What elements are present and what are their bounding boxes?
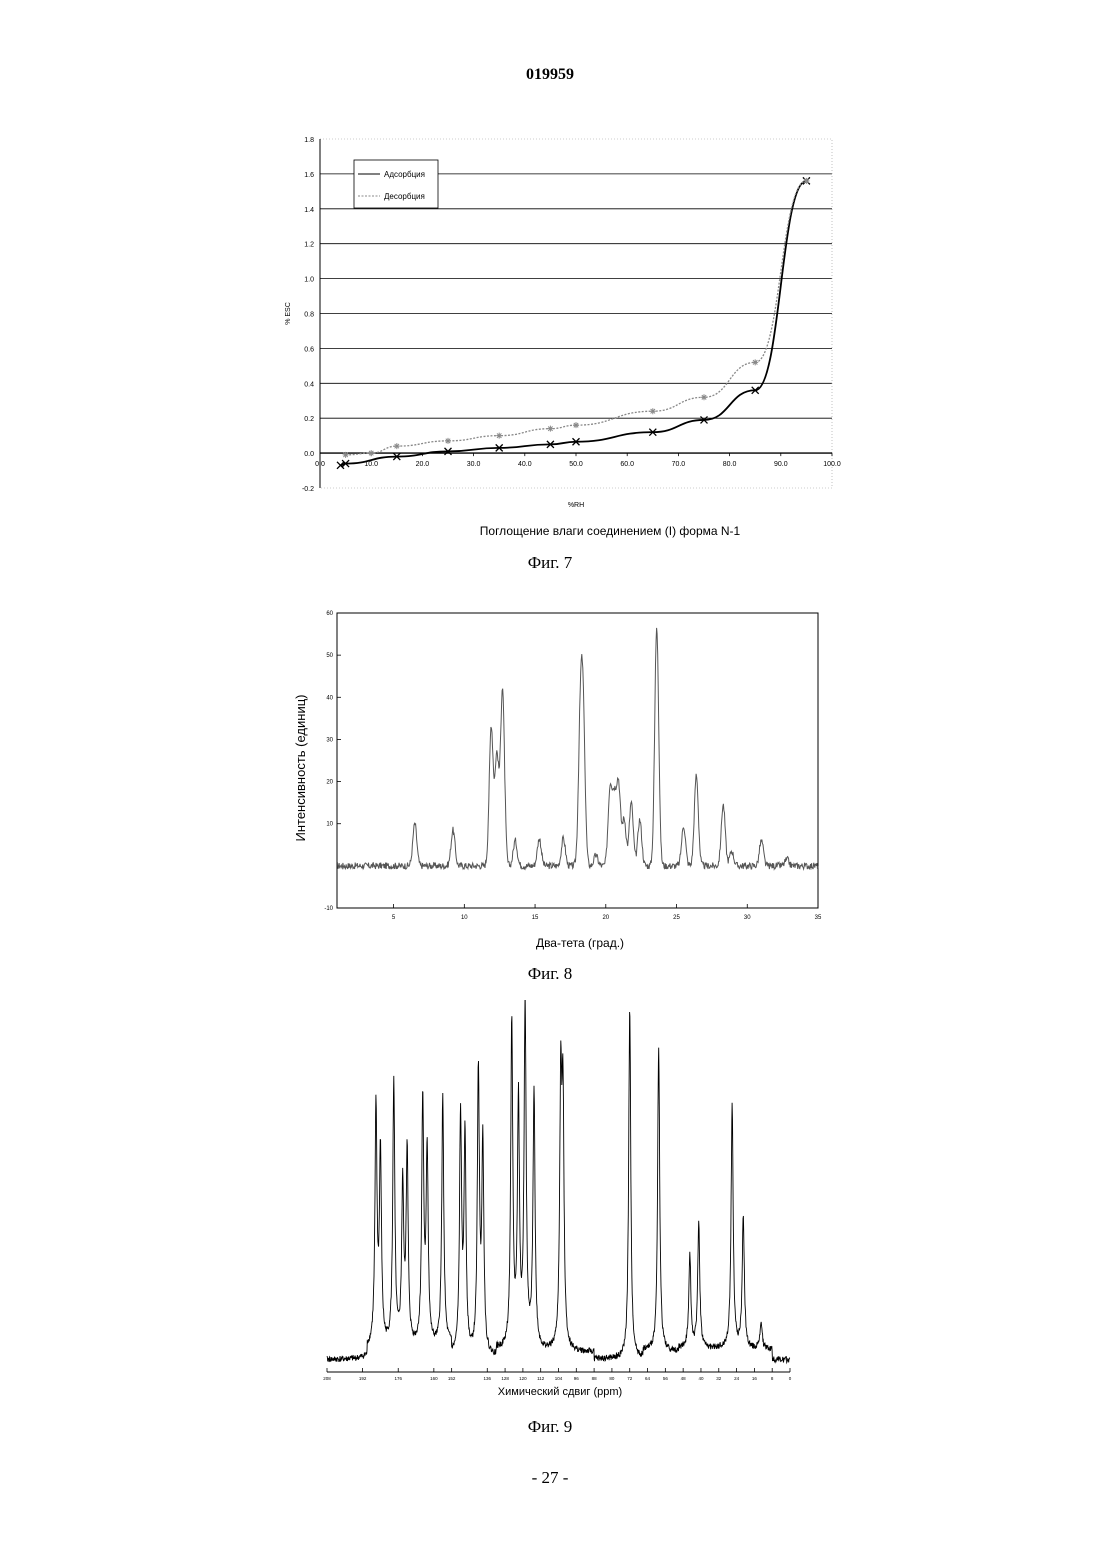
data-point-desorption: [701, 394, 707, 400]
x-tick-label: 16: [752, 1376, 758, 1381]
y-tick-label: -0.2: [302, 486, 314, 493]
y-tick-label: 1.2: [304, 242, 314, 249]
x-tick-label: 0.0: [315, 461, 325, 468]
x-tick-label: 56: [663, 1376, 669, 1381]
x-tick-label: 5: [392, 915, 396, 921]
data-point-desorption: [752, 359, 758, 365]
x-tick-label: 24: [734, 1376, 740, 1381]
x-tick-label: 35: [815, 915, 822, 921]
x-tick-label: 64: [645, 1376, 651, 1381]
data-point-desorption: [394, 443, 400, 449]
x-tick-label: 70.0: [672, 461, 686, 468]
x-tick-label: 88: [592, 1376, 598, 1381]
y-tick-label: 50: [326, 653, 333, 659]
x-tick-label: 20.0: [416, 461, 430, 468]
y-tick-label: 1.0: [304, 277, 314, 284]
figure-8-caption: Фиг. 8: [0, 964, 1100, 984]
x-axis-label: Два-тета (град.): [536, 936, 624, 950]
legend-label: Адсорбция: [384, 170, 425, 179]
chart-legend: Адсорбция Десорбция: [354, 160, 438, 208]
x-tick-label: 72: [627, 1376, 633, 1381]
page-footer: - 27 -: [0, 1468, 1100, 1488]
x-tick-label: 50.0: [569, 461, 583, 468]
y-tick-label: 1.4: [304, 207, 314, 214]
y-tick-label: 1.6: [304, 172, 314, 179]
data-point-desorption: [573, 422, 579, 428]
y-tick-label: 40: [326, 695, 333, 701]
x-tick-label: 80: [609, 1376, 615, 1381]
x-tick-label: 152: [448, 1376, 456, 1381]
y-tick-label: 0.0: [304, 451, 314, 458]
document-number: 019959: [0, 66, 1100, 84]
x-tick-label: 15: [532, 915, 539, 921]
data-point-desorption: [343, 452, 349, 458]
y-tick-label: 0.2: [304, 416, 314, 423]
y-tick-label: 60: [326, 611, 333, 617]
x-axis-label: %RH: [568, 502, 584, 509]
moisture-sorption-chart: -0.20.00.20.40.60.81.01.21.41.61.80.010.…: [0, 128, 1100, 553]
x-tick-label: 25: [673, 915, 680, 921]
y-tick-label: 30: [326, 737, 333, 743]
x-tick-label: 176: [394, 1376, 402, 1381]
x-tick-label: 32: [716, 1376, 722, 1381]
x-tick-label: 10: [461, 915, 468, 921]
series-line-adsorption: [340, 181, 806, 465]
x-tick-label: 30.0: [467, 461, 481, 468]
data-point-desorption: [650, 408, 656, 414]
y-axis-label: % ESC: [285, 302, 292, 325]
data-point-desorption: [445, 438, 451, 444]
x-tick-label: 192: [359, 1376, 367, 1381]
series-line-desorption: [346, 181, 807, 455]
figure-9-caption: Фиг. 9: [0, 1417, 1100, 1437]
x-tick-label: 0: [789, 1376, 792, 1381]
y-tick-label: 10: [326, 822, 333, 828]
x-tick-label: 90.0: [774, 461, 788, 468]
x-tick-label: 48: [681, 1376, 687, 1381]
x-tick-label: 120: [519, 1376, 527, 1381]
x-tick-label: 112: [537, 1376, 545, 1381]
x-tick-label: 30: [744, 915, 751, 921]
data-point-desorption: [496, 433, 502, 439]
chart-title: Поглощение влаги соединением (I) форма N…: [480, 524, 741, 538]
data-point-desorption: [547, 426, 553, 432]
x-tick-label: 100.0: [823, 461, 841, 468]
x-tick-label: 20: [602, 915, 609, 921]
data-point-desorption: [368, 450, 374, 456]
x-tick-label: 60.0: [620, 461, 634, 468]
y-tick-label: 0.6: [304, 346, 314, 353]
x-tick-label: 40.0: [518, 461, 532, 468]
y-axis-label: Интенсивность (единиц): [293, 695, 308, 842]
x-tick-label: 96: [574, 1376, 580, 1381]
y-tick-label: 0.4: [304, 381, 314, 388]
x-tick-label: 80.0: [723, 461, 737, 468]
y-tick-label: -10: [324, 906, 333, 912]
data-point-desorption: [803, 178, 809, 184]
legend-label: Десорбция: [384, 192, 425, 201]
x-tick-label: 40: [698, 1376, 704, 1381]
figure-7-caption: Фиг. 7: [0, 553, 1100, 573]
nmr-trace: [327, 1000, 790, 1363]
x-tick-label: 136: [484, 1376, 492, 1381]
x-tick-label: 208: [323, 1376, 331, 1381]
x-axis-label: Химический сдвиг (ppm): [498, 1386, 622, 1398]
xrpd-pattern-chart: -10 10 20 30 40 50 60 5 10 15 20 25 30 35 Два-тета (гр…: [0, 600, 1100, 960]
y-tick-label: 20: [326, 780, 333, 786]
y-tick-label: 0.8: [304, 312, 314, 319]
x-tick-label: 8: [771, 1376, 774, 1381]
x-tick-label: 104: [555, 1376, 563, 1381]
diffraction-trace: [337, 628, 818, 869]
x-tick-label: 128: [501, 1376, 509, 1381]
y-tick-label: 1.8: [304, 137, 314, 144]
nmr-spectrum-chart: 2081921761601521361281201121049688807264…: [0, 1000, 1100, 1408]
x-tick-label: 160: [430, 1376, 438, 1381]
